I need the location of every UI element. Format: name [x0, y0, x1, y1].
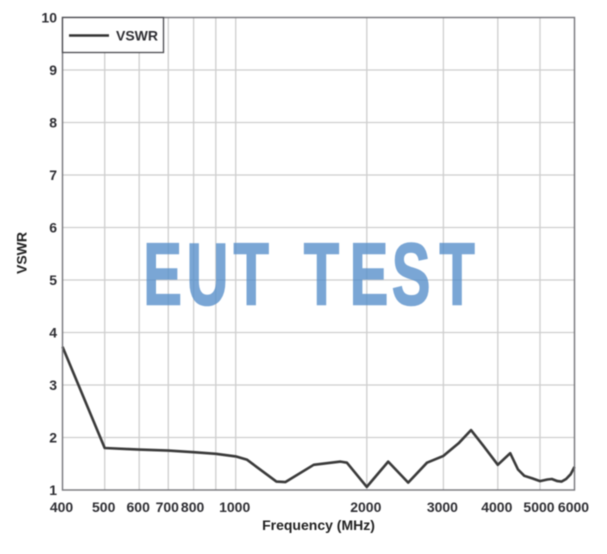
svg-text:800: 800 — [181, 499, 205, 515]
svg-text:6: 6 — [49, 220, 57, 236]
svg-text:T: T — [233, 225, 268, 323]
svg-text:VSWR: VSWR — [116, 28, 158, 44]
svg-text:6000: 6000 — [558, 499, 589, 515]
svg-text:8: 8 — [49, 115, 57, 131]
svg-text:T: T — [439, 225, 474, 323]
svg-text:2: 2 — [49, 430, 57, 446]
svg-text:5: 5 — [49, 272, 57, 288]
svg-text:3: 3 — [49, 377, 57, 393]
svg-text:E: E — [143, 225, 182, 323]
svg-text:T: T — [304, 225, 339, 323]
svg-text:U: U — [186, 225, 228, 323]
svg-text:10: 10 — [41, 10, 57, 26]
svg-text:400: 400 — [50, 499, 74, 515]
svg-text:500: 500 — [92, 499, 116, 515]
svg-text:9: 9 — [49, 62, 57, 78]
svg-text:700: 700 — [156, 499, 180, 515]
svg-text:VSWR: VSWR — [14, 232, 30, 274]
svg-text:4: 4 — [49, 325, 57, 341]
svg-text:Frequency (MHz): Frequency (MHz) — [262, 517, 375, 533]
svg-text:5000: 5000 — [523, 499, 554, 515]
svg-text:7: 7 — [49, 167, 57, 183]
svg-text:600: 600 — [127, 499, 151, 515]
svg-text:3000: 3000 — [427, 499, 458, 515]
svg-text:2000: 2000 — [350, 499, 381, 515]
svg-text:4000: 4000 — [481, 499, 512, 515]
svg-text:S: S — [392, 225, 431, 323]
svg-text:1: 1 — [49, 482, 57, 498]
svg-text:1000: 1000 — [219, 499, 250, 515]
svg-text:E: E — [350, 225, 389, 323]
